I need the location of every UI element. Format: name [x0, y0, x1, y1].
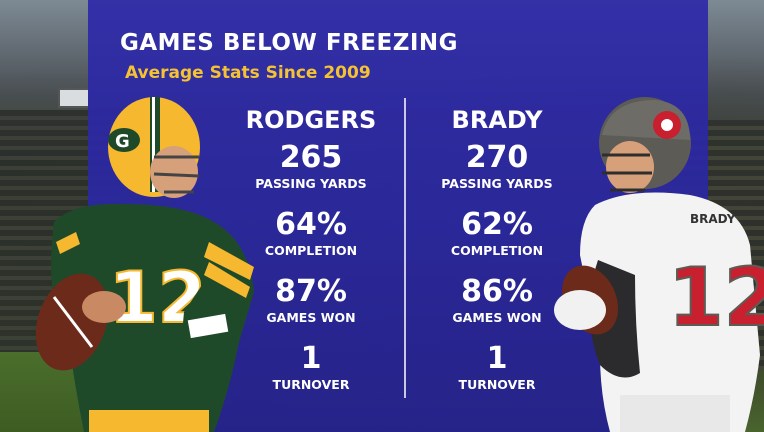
stat-turnover: 1 TURNOVER [422, 341, 572, 408]
stat-label: TURNOVER [458, 377, 536, 392]
stat-games-won: 86% GAMES WON [422, 274, 572, 341]
player-column-brady: BRADY 270 PASSING YARDS 62% COMPLETION 8… [422, 100, 572, 408]
svg-text:12: 12 [668, 251, 764, 344]
player-column-rodgers: RODGERS 265 PASSING YARDS 64% COMPLETION… [236, 100, 386, 408]
svg-text:BRADY: BRADY [690, 212, 736, 226]
stat-value: 64% [275, 207, 347, 242]
stat-completion: 62% COMPLETION [422, 207, 572, 274]
player-name: BRADY [451, 106, 543, 134]
brady-player-image: 12 BRADY [554, 97, 764, 432]
svg-text:G: G [115, 131, 130, 152]
stat-label: PASSING YARDS [441, 176, 553, 191]
stat-value: 87% [275, 274, 347, 309]
stat-value: 1 [300, 341, 322, 376]
stat-value: 270 [465, 140, 529, 175]
stat-completion: 64% COMPLETION [236, 207, 386, 274]
stat-label: GAMES WON [266, 310, 356, 325]
stat-label: COMPLETION [264, 243, 358, 258]
stat-value: 62% [461, 207, 533, 242]
stat-label: TURNOVER [272, 377, 350, 392]
stat-value: 1 [486, 341, 508, 376]
stat-passing-yards: 270 PASSING YARDS [422, 140, 572, 207]
rodgers-player-image: 12 G [35, 97, 255, 432]
stat-label: GAMES WON [452, 310, 542, 325]
stat-turnover: 1 TURNOVER [236, 341, 386, 408]
column-divider [404, 98, 406, 398]
stat-label: COMPLETION [450, 243, 544, 258]
stat-games-won: 87% GAMES WON [236, 274, 386, 341]
graphic-title: GAMES BELOW FREEZING [120, 30, 459, 56]
stat-passing-yards: 265 PASSING YARDS [236, 140, 386, 207]
player-name: RODGERS [245, 106, 377, 134]
graphic-subtitle: Average Stats Since 2009 [125, 63, 371, 83]
stat-label: PASSING YARDS [255, 176, 367, 191]
stat-value: 86% [461, 274, 533, 309]
svg-text:12: 12 [109, 257, 206, 339]
stat-value: 265 [279, 140, 343, 175]
